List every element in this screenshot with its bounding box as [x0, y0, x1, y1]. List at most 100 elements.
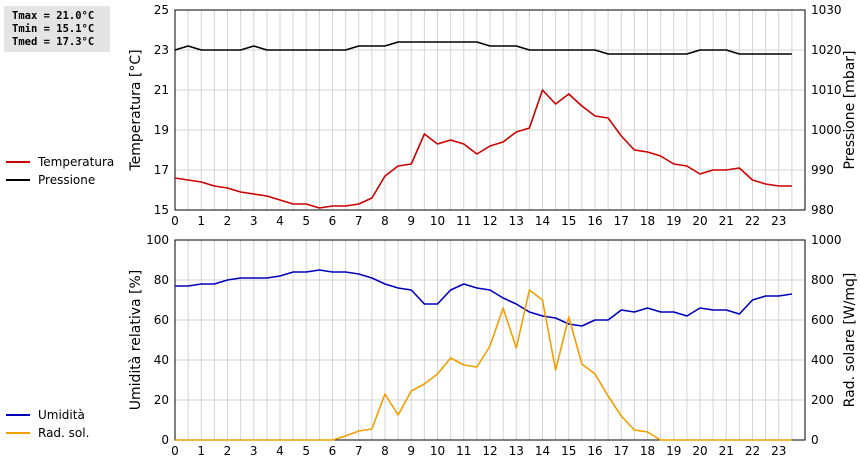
x-tick-label: 13: [509, 444, 524, 458]
x-tick-label: 8: [381, 444, 389, 458]
stats-box: Tmax = 21.0°C Tmin = 15.1°C Tmed = 17.3°…: [4, 6, 110, 52]
legend-item-umidita: Umidità: [6, 406, 89, 424]
x-tick-label: 21: [719, 444, 734, 458]
x-tick-label: 9: [407, 444, 415, 458]
x-tick-label: 3: [250, 214, 258, 228]
x-tick-label: 19: [666, 214, 681, 228]
y-left-tick-label: 21: [154, 83, 169, 97]
legend-top: Temperatura Pressione: [6, 153, 114, 189]
x-tick-label: 23: [771, 214, 786, 228]
x-tick-label: 6: [329, 444, 337, 458]
x-tick-label: 10: [430, 214, 445, 228]
legend-swatch-rad-sol: [6, 432, 30, 434]
x-tick-label: 11: [456, 214, 471, 228]
chart-panel-2: 0 1 2 3 4 5 6 7 8 9 10 11 12 13 14 15 16 17 18 19 20 21 22 2302…: [128, 233, 858, 458]
y-right-tick-label: 990: [811, 163, 834, 177]
stat-tmax: Tmax = 21.0°C: [12, 10, 95, 22]
y-left-tick-label: 17: [154, 163, 169, 177]
x-tick-label: 22: [745, 214, 760, 228]
x-tick-label: 4: [276, 444, 284, 458]
stat-tmin: Tmin = 15.1°C: [12, 23, 95, 35]
legend-item-rad-sol: Rad. sol.: [6, 424, 89, 442]
y-right-tick-label: 1020: [811, 43, 842, 57]
x-tick-label: 14: [535, 444, 550, 458]
x-tick-label: 20: [692, 214, 707, 228]
y-right-tick-label: 1030: [811, 3, 842, 17]
y-left-axis-title: Temperatura [°C]: [128, 49, 144, 171]
x-tick-label: 18: [640, 214, 655, 228]
x-tick-label: 7: [355, 214, 363, 228]
x-tick-label: 13: [509, 214, 524, 228]
x-tick-label: 10: [430, 444, 445, 458]
plot-frame: [174, 239, 806, 441]
x-tick-label: 0: [171, 444, 179, 458]
legend-label-temperatura: Temperatura: [38, 155, 115, 169]
y-right-tick-label: 1000: [811, 233, 842, 247]
legend-item-temperatura: Temperatura: [6, 153, 114, 171]
series-line-umidit: [175, 269, 793, 327]
x-tick-label: 2: [224, 214, 232, 228]
x-tick-label: 1: [197, 444, 205, 458]
y-left-tick-label: 60: [154, 313, 169, 327]
x-tick-label: 2: [224, 444, 232, 458]
x-tick-label: 14: [535, 214, 550, 228]
stat-tmed: Tmed = 17.3°C: [12, 36, 95, 48]
y-right-tick-label: 600: [811, 313, 834, 327]
x-tick-label: 18: [640, 444, 655, 458]
x-tick-label: 8: [381, 214, 389, 228]
legend-label-pressione: Pressione: [38, 173, 96, 187]
y-left-axis-title: Umidità relativa [%]: [128, 270, 144, 411]
x-tick-label: 3: [250, 444, 258, 458]
legend-label-umidita: Umidità: [38, 408, 85, 422]
x-tick-label: 22: [745, 444, 760, 458]
y-right-tick-label: 1000: [811, 123, 842, 137]
legend-item-pressione: Pressione: [6, 171, 114, 189]
legend-swatch-temperatura: [6, 161, 30, 163]
y-right-tick-label: 800: [811, 273, 834, 287]
legend-bottom: Umidità Rad. sol.: [6, 406, 89, 442]
legend-swatch-pressione: [6, 179, 30, 181]
legend-label-rad-sol: Rad. sol.: [38, 426, 90, 440]
x-tick-label: 6: [329, 214, 337, 228]
x-tick-label: 11: [456, 444, 471, 458]
series-line-rad-sol: [175, 289, 792, 441]
y-left-tick-label: 19: [154, 123, 169, 137]
plot-frame: [174, 9, 806, 211]
y-left-tick-label: 25: [154, 3, 169, 17]
chart-panel-1: 0 1 2 3 4 5 6 7 8 9 10 11 12 13 14 15 16 17 18 19 20 21 22 2315…: [128, 3, 858, 228]
x-tick-label: 17: [614, 444, 629, 458]
x-tick-label: 17: [614, 214, 629, 228]
y-left-tick-label: 23: [154, 43, 169, 57]
x-tick-label: 5: [302, 444, 310, 458]
y-left-tick-label: 80: [154, 273, 169, 287]
legend-swatch-umidita: [6, 414, 30, 416]
x-tick-label: 21: [719, 214, 734, 228]
x-tick-label: 7: [355, 444, 363, 458]
x-tick-label: 12: [482, 214, 497, 228]
y-right-axis-title: Pressione [mbar]: [842, 50, 858, 169]
x-tick-label: 12: [482, 444, 497, 458]
x-tick-label: 19: [666, 444, 681, 458]
y-left-tick-label: 100: [146, 233, 169, 247]
y-left-tick-label: 20: [154, 393, 169, 407]
x-tick-label: 16: [587, 214, 602, 228]
series-line-pressione: [174, 41, 792, 55]
y-right-tick-label: 400: [811, 353, 834, 367]
x-tick-label: 15: [561, 214, 576, 228]
x-tick-label: 4: [276, 214, 284, 228]
x-tick-label: 0: [171, 214, 179, 228]
y-right-tick-label: 980: [811, 203, 834, 217]
x-tick-label: 9: [407, 214, 415, 228]
x-tick-label: 16: [587, 444, 602, 458]
x-tick-label: 23: [771, 444, 786, 458]
y-left-tick-label: 0: [161, 433, 169, 447]
series-line-temperatura: [174, 89, 792, 209]
y-right-axis-title: Rad. solare [W/mq]: [842, 273, 858, 408]
y-right-tick-label: 1010: [811, 83, 842, 97]
x-tick-label: 5: [302, 214, 310, 228]
y-left-tick-label: 15: [154, 203, 169, 217]
x-tick-label: 20: [692, 444, 707, 458]
x-tick-label: 15: [561, 444, 576, 458]
y-right-tick-label: 0: [811, 433, 819, 447]
